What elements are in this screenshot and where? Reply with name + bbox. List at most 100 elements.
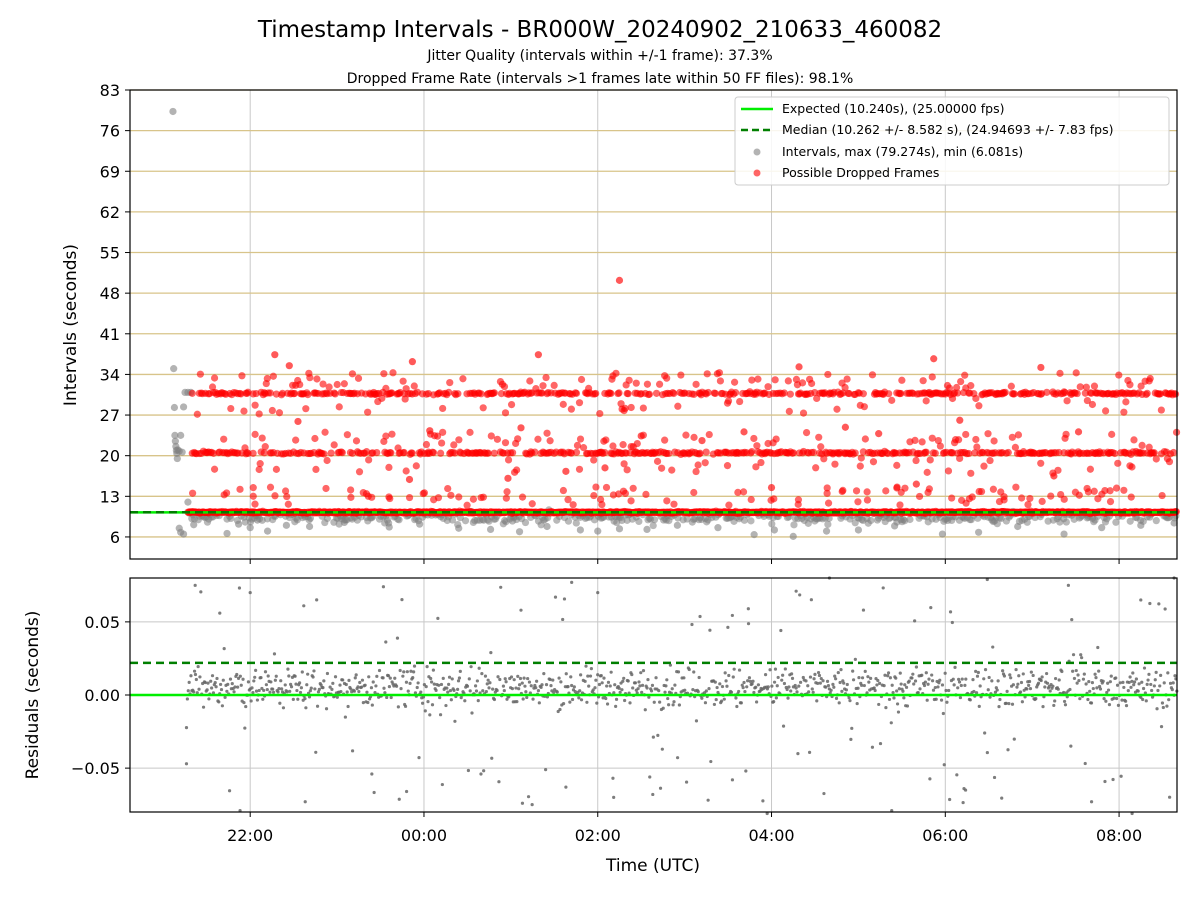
dropped-frame-outlier-13 [740, 428, 748, 436]
residual-point [756, 683, 761, 687]
residual-outlier-12 [1066, 583, 1070, 587]
residual-point [386, 674, 391, 678]
dropped-frame-point [677, 371, 685, 379]
residual-point [402, 670, 406, 674]
dropped-frame-point [702, 448, 710, 456]
dropped-frame-point [389, 369, 397, 377]
dropped-frame-point [1004, 448, 1012, 457]
residual-point [535, 679, 539, 683]
residual-point [384, 640, 388, 644]
dropped-frame-point [490, 389, 498, 397]
residual-point [263, 670, 268, 674]
dropped-frame-point [918, 438, 926, 446]
residual-point [286, 667, 290, 671]
residual-point [415, 685, 419, 690]
residual-point [861, 608, 866, 612]
dropped-frame-point [701, 459, 709, 467]
residual-point [633, 681, 637, 685]
residual-point [206, 681, 210, 685]
interval-point-11 [177, 431, 185, 439]
dropped-frame-point [550, 381, 558, 390]
dropped-frame-point [619, 441, 627, 449]
dropped-frame-point [278, 389, 287, 397]
residual-point [790, 676, 795, 680]
dropped-frame-point [408, 449, 416, 457]
residual-point [936, 685, 940, 689]
residual-point [222, 647, 226, 651]
dropped-frame-point [972, 435, 980, 444]
residual-point [732, 667, 736, 671]
residual-point [405, 670, 409, 674]
residual-point [641, 669, 646, 673]
dropped-frame-point [1047, 492, 1055, 500]
residual-point [324, 707, 329, 711]
residuals-points [184, 576, 1179, 816]
residual-point [1004, 701, 1008, 705]
residual-point [657, 689, 661, 693]
dropped-frame-point [513, 466, 521, 474]
residual-point [243, 726, 247, 730]
residual-point [495, 688, 499, 693]
dropped-frame-point [268, 406, 276, 415]
residual-point [467, 677, 471, 681]
dropped-frame-point [531, 448, 539, 456]
residual-point [675, 756, 680, 760]
residual-point [1086, 697, 1090, 702]
dropped-frame-point [625, 376, 633, 384]
residual-point [913, 619, 917, 623]
residual-point [1020, 700, 1024, 704]
residual-point [244, 704, 248, 709]
residual-point [677, 703, 681, 707]
residual-point [491, 687, 495, 691]
dropped-frame-point [1122, 398, 1130, 406]
residual-point [404, 680, 409, 684]
residual-point [1072, 676, 1077, 681]
dropped-frame-point [320, 450, 328, 458]
dropped-frame-point [1054, 466, 1062, 474]
residual-point [408, 681, 412, 685]
residual-point [614, 697, 619, 701]
residual-point [295, 688, 299, 693]
residual-point [1140, 680, 1144, 684]
interval-point-34 [515, 528, 524, 536]
residual-point [436, 616, 440, 620]
dropped-frame-point [663, 374, 671, 382]
residual-point [862, 683, 866, 688]
residual-point [995, 688, 999, 692]
dropped-frame-point [323, 456, 331, 465]
residual-point [1158, 684, 1162, 688]
residual-point [924, 671, 928, 675]
residual-point [928, 777, 932, 781]
residual-outlier-3 [302, 604, 306, 608]
residual-point [314, 750, 318, 754]
interval-point-48 [938, 530, 947, 538]
residual-point [283, 683, 287, 687]
residual-point [1021, 672, 1025, 676]
residual-point [534, 686, 538, 690]
residual-point [636, 687, 640, 691]
interval-point [867, 516, 875, 525]
dropped-frame-point [624, 390, 632, 398]
interval-point-12 [178, 448, 186, 456]
legend-expected-label: Expected (10.240s), (25.00000 fps) [782, 101, 1004, 116]
residual-point [1084, 682, 1088, 686]
residual-point [312, 669, 316, 673]
dropped-frame-point [539, 382, 547, 390]
residual-point [457, 676, 462, 680]
residual-point [964, 677, 968, 681]
interval-point-13 [179, 403, 188, 411]
residual-point [873, 688, 877, 693]
residual-point [1150, 688, 1154, 693]
residual-point [974, 691, 979, 695]
interval-point [768, 520, 776, 528]
dropped-frame-point [313, 375, 321, 383]
residual-point [798, 593, 802, 597]
residual-point [360, 678, 365, 682]
residual-point [264, 683, 268, 687]
residual-point [1063, 703, 1068, 707]
residual-point [650, 683, 655, 688]
residual-point [411, 676, 415, 680]
dropped-frame-point [952, 383, 961, 392]
interval-point-4 [171, 437, 179, 445]
dropped-frame-point [1012, 483, 1020, 491]
